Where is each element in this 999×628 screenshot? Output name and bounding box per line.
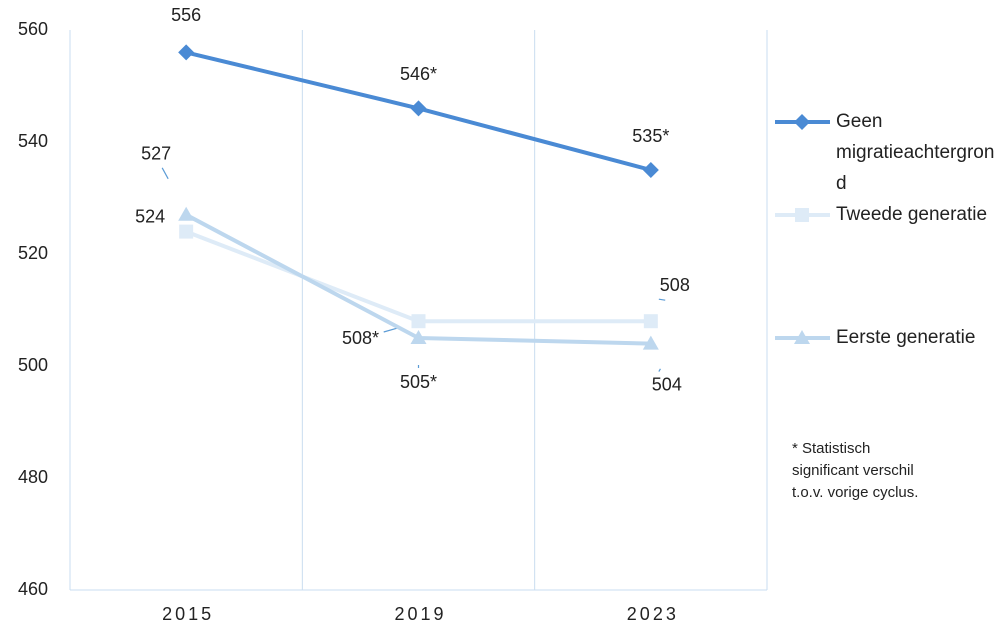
y-tick-label: 540 [18,131,48,151]
x-tick-label: 2015 [162,604,214,624]
data-label: 508 [660,275,690,295]
legend-marker [794,114,810,130]
x-tick-label: 2023 [627,604,679,624]
series-line [185,229,651,324]
marker [178,206,195,221]
data-label: 504 [652,374,682,394]
legend-marker [794,330,810,344]
data-label: 556 [171,5,201,25]
y-tick-label: 500 [18,355,48,375]
y-tick-label: 560 [18,19,48,39]
legend-label: Geen migratieachtergrond [836,111,995,194]
x-tick-label: 2019 [394,604,446,624]
data-label: 508* [342,328,379,348]
marker [642,335,659,350]
y-tick-label: 520 [18,243,48,263]
marker [178,44,195,61]
marker [410,330,427,344]
marker [410,100,427,117]
marker [179,224,194,239]
marker [642,162,659,178]
leader-line [658,368,661,372]
data-label: 527 [141,144,171,164]
leader-line [161,167,169,180]
marker [411,314,426,329]
data-label: 546* [400,64,437,84]
legend-label: Eerste generatie [836,327,976,348]
leader-line [658,298,666,301]
y-tick-label: 480 [18,467,48,487]
data-label: 535* [632,126,669,146]
legend-marker [795,208,809,222]
y-tick-label: 460 [18,579,48,599]
data-label: 524 [135,206,165,226]
data-label: 505* [400,372,437,392]
legend-label: Tweede generatie [836,204,988,225]
marker [643,314,658,329]
annotation: * Statistisch significant verschil t.o.v… [792,440,919,501]
